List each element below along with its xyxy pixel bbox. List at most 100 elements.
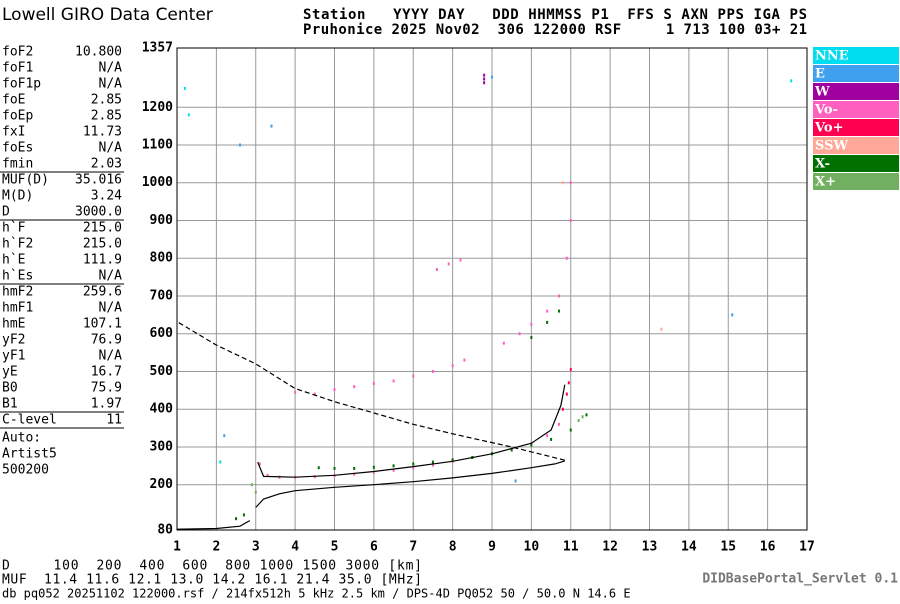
param-value: 2.85 (91, 93, 122, 108)
param-value: 11 (106, 413, 122, 428)
param-label: MUF(D) (2, 173, 49, 188)
echo-point (530, 336, 533, 340)
param-label: B0 (2, 381, 18, 396)
x-tick-label: 10 (524, 540, 540, 555)
echo-point (431, 463, 434, 467)
param-label: hmF1 (2, 301, 33, 316)
echo-point (569, 181, 572, 185)
y-tick-label: 800 (150, 251, 174, 266)
param-value: 3.24 (91, 189, 122, 204)
param-value: 3000.0 (75, 205, 122, 220)
legend-label: Vo- (814, 103, 838, 118)
param-label: B1 (2, 397, 18, 412)
x-tick-label: 9 (488, 540, 496, 555)
param-label: foEp (2, 109, 33, 124)
legend-swatch (813, 173, 899, 190)
echo-point (372, 465, 375, 469)
param-label: yE (2, 365, 18, 380)
muf-value-row: MUF 11.4 11.6 12.1 13.0 14.2 16.1 21.4 3… (2, 573, 422, 588)
x-tick-label: 13 (642, 540, 658, 555)
param-label: fmin (2, 157, 33, 172)
legend-swatch (813, 47, 899, 64)
x-tick-label: 8 (449, 540, 457, 555)
echo-point (219, 460, 222, 464)
profile-curve (257, 384, 566, 478)
legend-label: X+ (815, 175, 836, 190)
echo-point (514, 479, 517, 483)
echo-point (550, 437, 553, 441)
echo-point (392, 468, 395, 472)
x-tick-label: 2 (212, 540, 220, 555)
echo-point (294, 390, 297, 394)
echo-point (254, 490, 257, 494)
auto-text: 500200 (2, 463, 49, 478)
param-label: h`Es (2, 269, 33, 284)
param-value: 16.7 (91, 365, 122, 380)
echo-point (790, 79, 793, 83)
muf-distance-row: D 100 200 400 600 800 1000 1500 3000 [km… (2, 559, 422, 574)
echo-point (581, 415, 584, 419)
echo-point (569, 368, 572, 372)
echo-point (412, 462, 415, 466)
echo-point (451, 458, 454, 462)
y-tick-label: 1357 (142, 41, 173, 56)
echo-point (431, 369, 434, 373)
echo-point (412, 466, 415, 470)
echo-point (447, 262, 450, 266)
x-tick-label: 17 (799, 540, 815, 555)
param-label: h`F (2, 221, 26, 236)
param-label: foF2 (2, 45, 33, 60)
legend-label: X- (815, 157, 830, 172)
echo-point (561, 407, 564, 411)
echo-point (235, 517, 238, 521)
echo-point (451, 364, 454, 368)
echo-point (565, 256, 568, 260)
echo-point (510, 448, 513, 452)
echo-point (435, 268, 438, 272)
profile-curve (255, 460, 565, 508)
param-label: foF1p (2, 77, 41, 92)
param-label: fxI (2, 125, 25, 140)
legend-swatch (813, 83, 899, 100)
echo-point (223, 434, 226, 438)
y-tick-label: 200 (150, 477, 174, 492)
echo-point (431, 460, 434, 464)
param-label: yF2 (2, 333, 25, 348)
legend-swatch (813, 101, 899, 118)
param-value: 2.03 (91, 157, 122, 172)
x-tick-label: 7 (409, 540, 417, 555)
echo-point (561, 181, 564, 185)
param-value: N/A (99, 61, 123, 76)
y-tick-label: 1200 (142, 100, 173, 115)
echo-point (372, 382, 375, 386)
x-tick-label: 11 (563, 540, 579, 555)
echo-point (565, 392, 568, 396)
param-value: 111.9 (83, 253, 122, 268)
echo-point (463, 358, 466, 362)
echo-point (242, 513, 245, 517)
param-value: N/A (99, 301, 123, 316)
profile-curve (176, 520, 251, 530)
y-tick-label: 1100 (142, 138, 173, 153)
x-tick-label: 5 (331, 540, 339, 555)
x-tick-label: 6 (370, 540, 378, 555)
echo-point (483, 77, 486, 81)
auto-text: Auto: (2, 431, 41, 446)
param-label: hmE (2, 317, 25, 332)
echo-point (392, 464, 395, 468)
param-label: M(D) (2, 189, 33, 204)
echo-point (518, 332, 521, 336)
echo-point (577, 419, 580, 423)
echo-point (333, 466, 336, 470)
x-tick-label: 15 (720, 540, 736, 555)
x-tick-label: 4 (291, 540, 299, 555)
y-tick-label: 900 (150, 213, 174, 228)
echo-point (239, 143, 241, 147)
legend-label: NNE (815, 49, 849, 64)
param-value: 76.9 (91, 333, 122, 348)
echo-point (372, 470, 375, 474)
echo-point (483, 73, 486, 77)
echo-point (585, 413, 588, 417)
echo-point (530, 443, 533, 447)
